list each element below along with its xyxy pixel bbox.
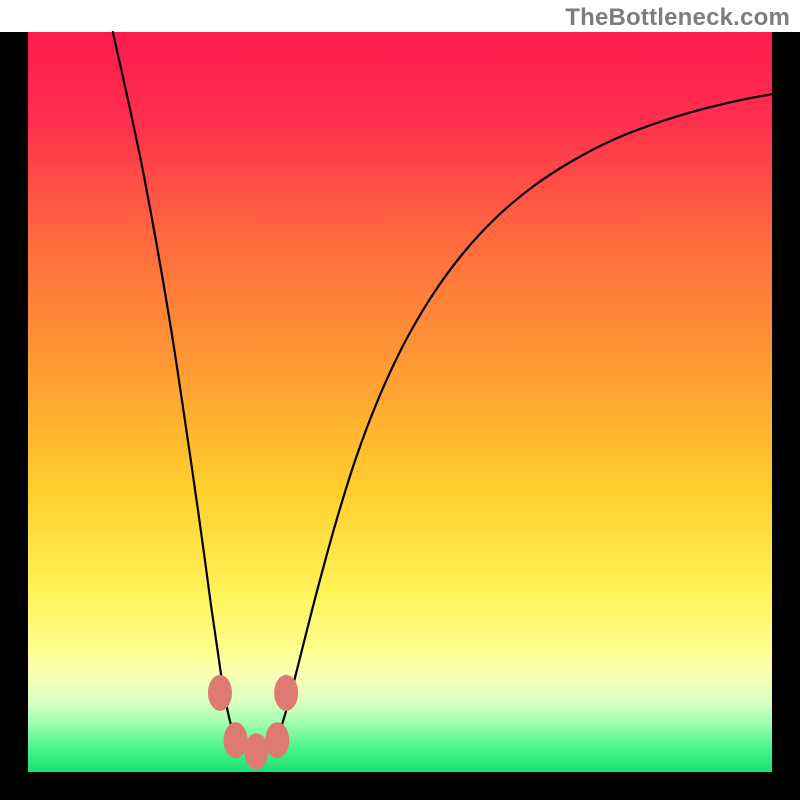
watermark-text: TheBottleneck.com [565, 4, 790, 32]
curve-marker [274, 675, 298, 711]
chart-frame-left [0, 32, 28, 800]
chart-gradient-bg [28, 32, 772, 772]
curve-marker [224, 722, 248, 758]
chart-root: TheBottleneck.com [0, 0, 800, 800]
curve-marker [265, 722, 289, 758]
chart-svg [0, 0, 800, 800]
chart-frame-bottom [0, 772, 800, 800]
curve-marker [244, 733, 268, 769]
curve-marker [208, 675, 232, 711]
chart-frame-right [772, 32, 800, 800]
